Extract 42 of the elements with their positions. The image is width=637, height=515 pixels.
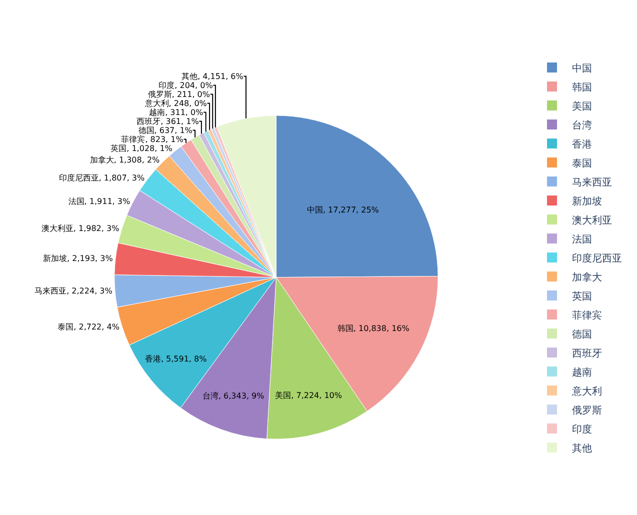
legend-label: 越南 [572,366,592,378]
legend-label: 韩国 [572,81,592,94]
data-label: 台湾, 6,343, 9% [202,391,265,400]
data-label: 泰国, 2,722, 4% [58,322,120,332]
legend-label: 美国 [572,100,592,112]
data-label: 香港, 5,591, 8% [144,354,208,364]
data-label: 澳大利亚, 1,982, 3% [41,224,120,233]
data-label: 西班牙, 361, 1% [136,116,200,126]
legend-label: 泰国 [572,158,592,170]
data-label: 中国, 17,277, 25% [306,205,380,214]
legend-label: 菲律宾 [572,309,602,322]
legend-label: 英国 [572,290,592,302]
data-label: 马来西亚, 2,224, 3% [34,286,113,296]
data-label: 其他, 4,151, 6% [182,72,244,81]
data-label: 加拿大, 1,308, 2% [90,156,160,165]
legend-label: 德国 [572,329,592,340]
data-label: 俄罗斯, 211, 0% [148,90,210,99]
data-label: 法国, 1,911, 3% [68,197,130,206]
data-label: 德国, 637, 1% [138,126,193,135]
legend-label: 新加坡 [572,195,602,208]
legend-label: 俄罗斯 [572,404,602,416]
legend-label: 印度 [572,423,592,436]
data-label: 新加坡, 2,193, 3% [43,254,114,264]
legend-label: 台湾 [572,119,592,132]
legend-label: 意大利 [571,385,602,398]
legend-label: 澳大利亚 [572,214,612,226]
data-label: 印度尼西亚, 1,807, 3% [58,173,146,182]
legend-label: 西班牙 [572,347,602,360]
legend-label: 香港 [572,138,592,150]
legend-label: 加拿大 [572,271,602,284]
data-label: 韩国, 10,838, 16% [337,324,410,333]
data-label: 意大利, 248, 0% [144,98,208,108]
data-label: 菲律宾, 823, 1% [121,134,184,144]
data-label: 英国, 1,028, 1% [110,144,173,153]
data-label: 印度, 204, 0% [158,80,214,90]
legend-label: 法国 [572,233,592,246]
legend-label: 印度尼西亚 [572,252,622,264]
data-label: 越南, 311, 0% [149,108,204,117]
legend-label: 马来西亚 [572,176,612,188]
legend-label: 中国 [572,62,592,74]
legend-label: 其他 [572,442,592,454]
data-label: 美国, 7,224, 10% [275,390,342,400]
